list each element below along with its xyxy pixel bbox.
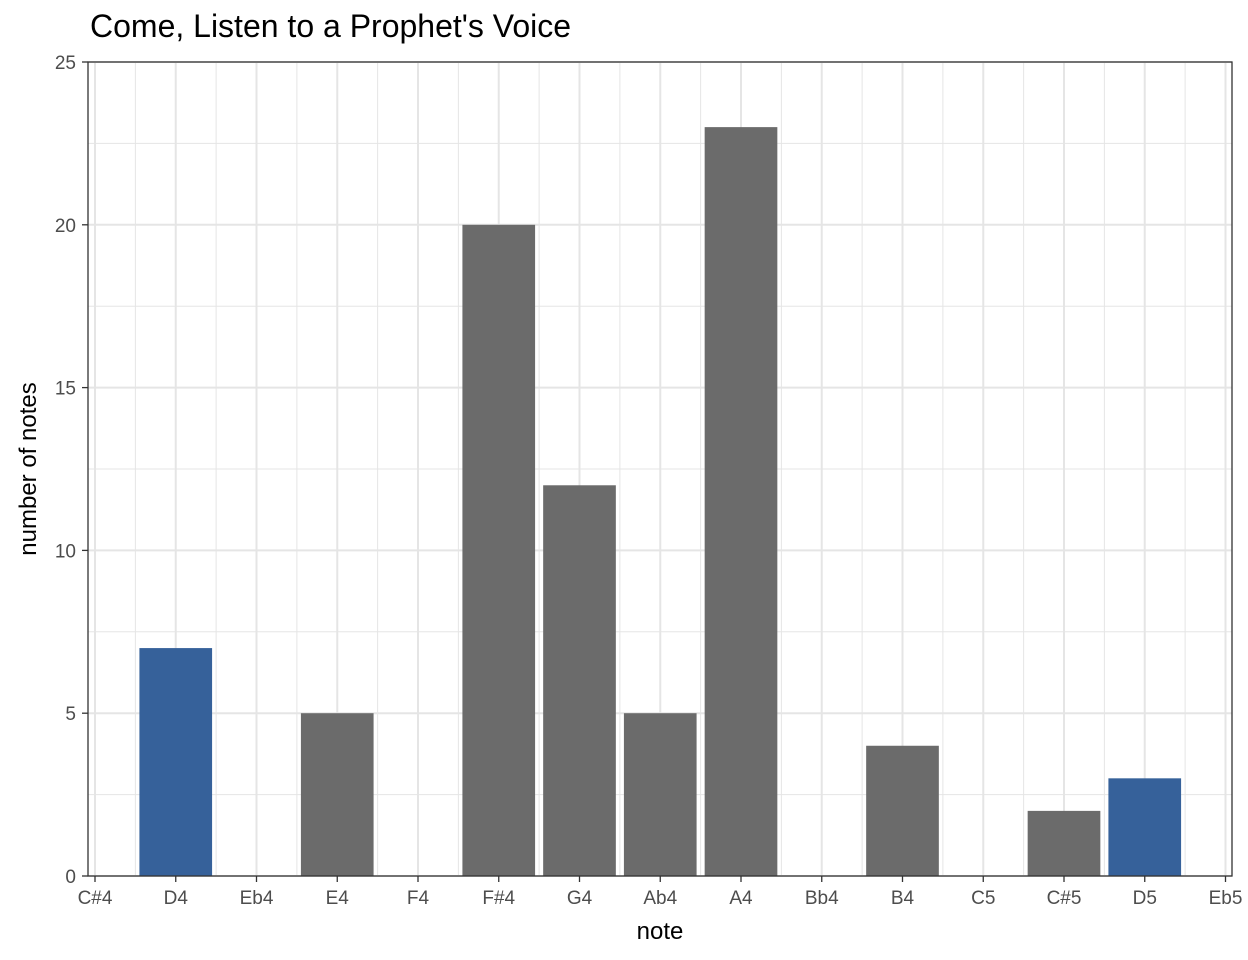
bar-d4 bbox=[139, 648, 213, 876]
bar-b4 bbox=[866, 745, 939, 876]
y-tick-label: 5 bbox=[65, 704, 76, 725]
x-tick-label: F4 bbox=[407, 888, 430, 909]
x-tick-label: C#5 bbox=[1047, 888, 1082, 909]
bar-fsharp4 bbox=[462, 224, 536, 877]
bar-ab4 bbox=[623, 713, 697, 876]
x-tick-label: D4 bbox=[164, 888, 189, 909]
y-axis-title: number of notes bbox=[15, 382, 42, 555]
y-tick-label: 20 bbox=[55, 216, 76, 237]
x-tick-label: Eb4 bbox=[240, 888, 274, 909]
y-tick-label: 25 bbox=[55, 53, 76, 74]
bar-g4 bbox=[543, 485, 616, 876]
bar-e4 bbox=[300, 713, 374, 876]
x-tick-label: E4 bbox=[326, 888, 350, 909]
y-axis: 0 5 10 15 20 25 bbox=[55, 53, 88, 888]
x-tick-label: D5 bbox=[1133, 888, 1157, 909]
x-tick-label: Bb4 bbox=[805, 888, 839, 909]
x-tick-label: Eb5 bbox=[1209, 888, 1243, 909]
bar-a4 bbox=[704, 127, 778, 877]
x-tick-label: F#4 bbox=[482, 888, 515, 909]
y-tick-label: 15 bbox=[55, 379, 76, 400]
bars bbox=[139, 127, 1182, 877]
x-tick-label: C5 bbox=[971, 888, 995, 909]
x-tick-label: Ab4 bbox=[643, 888, 677, 909]
bar-d5 bbox=[1108, 778, 1182, 876]
x-tick-label: C#4 bbox=[78, 888, 113, 909]
x-tick-label: A4 bbox=[729, 888, 753, 909]
x-axis: C#4 D4 Eb4 E4 F4 F#4 G4 Ab4 A4 Bb4 B4 C5 C#5 D5 Eb5 bbox=[78, 876, 1243, 909]
x-axis-title: note bbox=[637, 918, 684, 945]
y-tick-label: 10 bbox=[55, 541, 76, 562]
x-tick-label: B4 bbox=[891, 888, 915, 909]
y-tick-label: 0 bbox=[65, 867, 76, 888]
chart-title: Come, Listen to a Prophet's Voice bbox=[90, 8, 572, 44]
bar-csharp5 bbox=[1027, 810, 1101, 876]
x-tick-label: G4 bbox=[567, 888, 593, 909]
